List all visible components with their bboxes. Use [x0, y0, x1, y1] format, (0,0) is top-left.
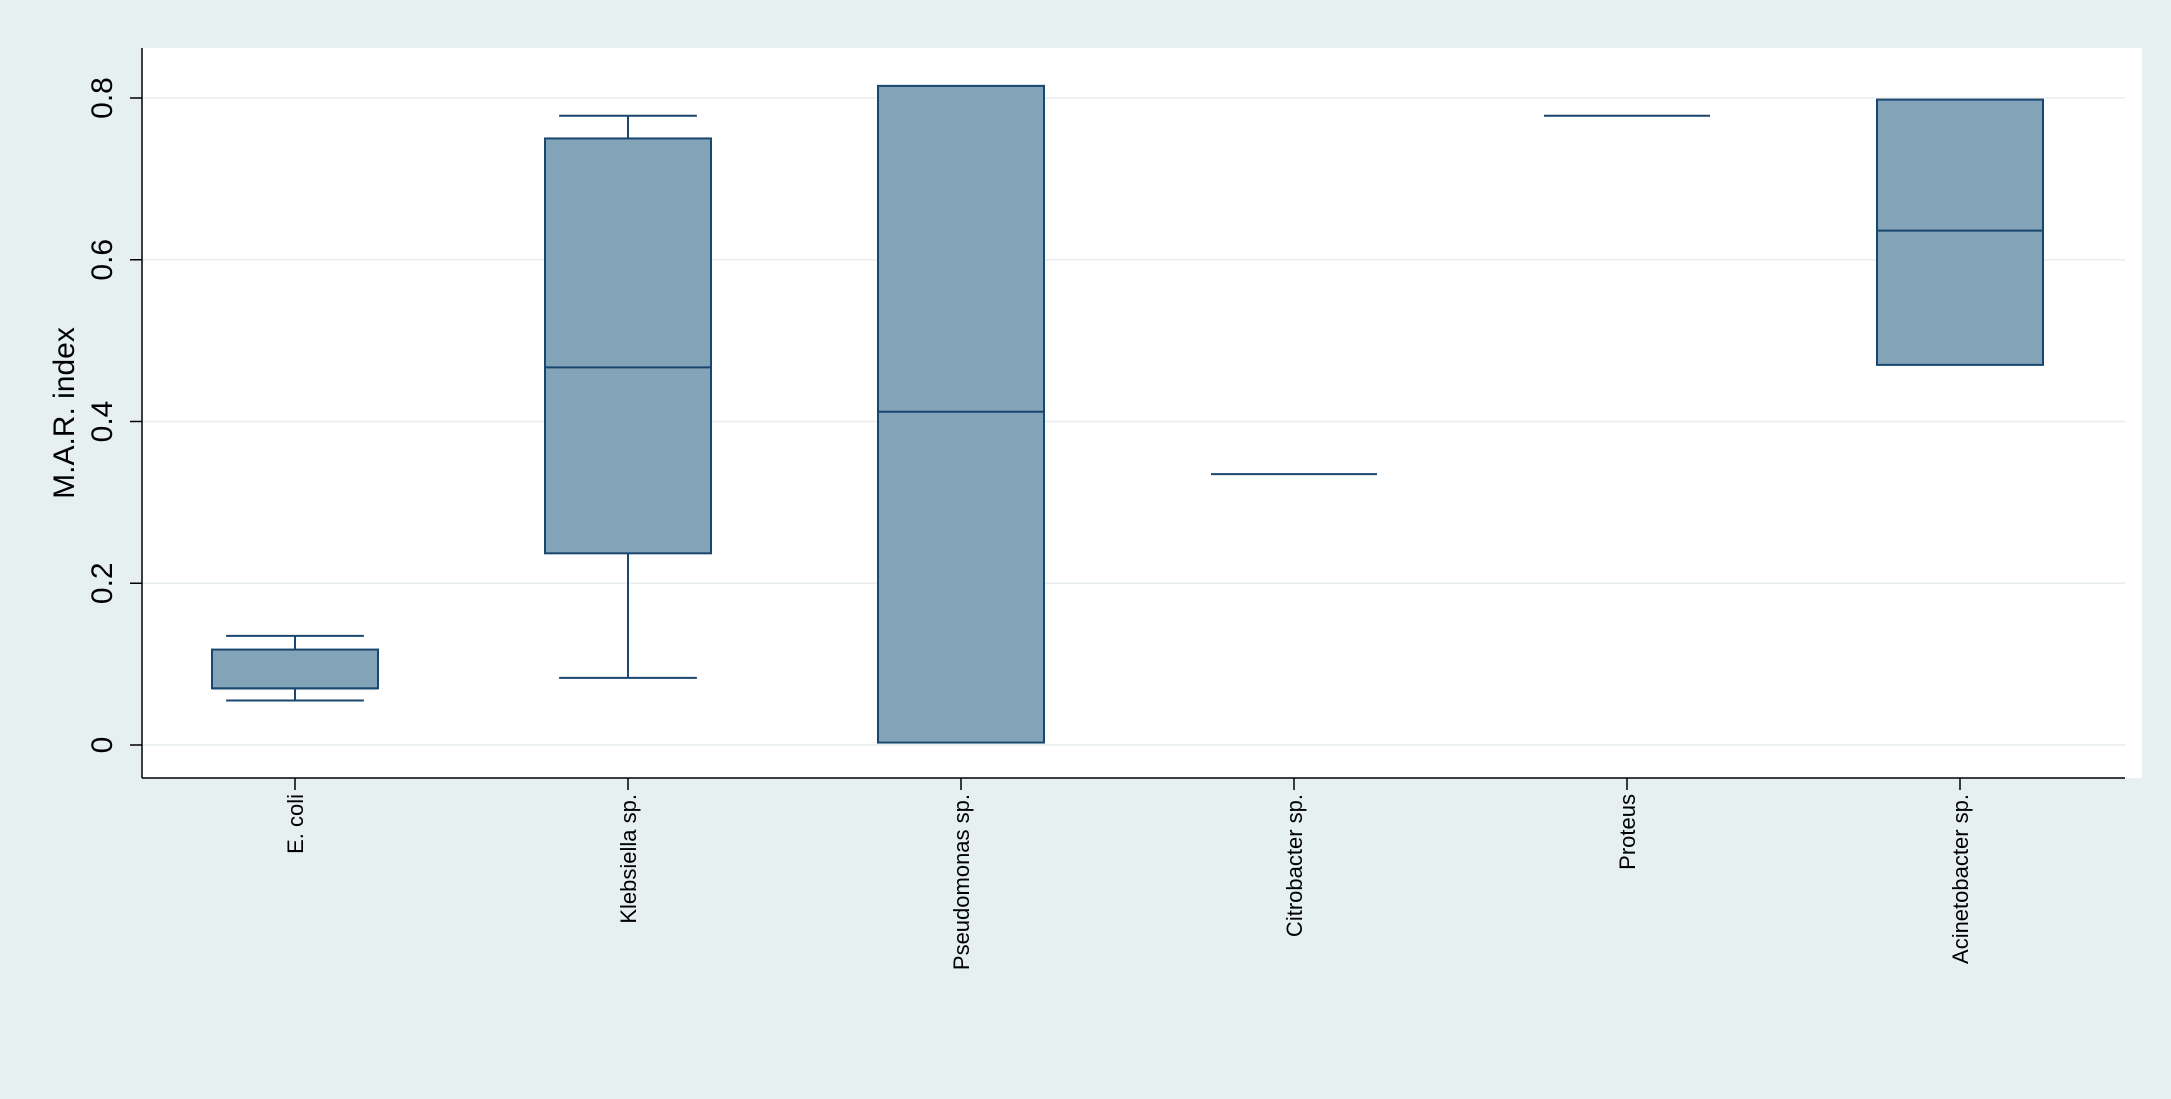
box-body [877, 84, 1045, 744]
box-body [544, 137, 712, 555]
plot-area [142, 48, 2142, 778]
y-tick-label: 0 [86, 737, 119, 754]
box-klebsiella-sp [544, 114, 712, 679]
box-body [211, 648, 379, 690]
y-tick-label: 0.6 [86, 239, 119, 281]
y-tick-label: 0.2 [86, 562, 119, 604]
box-e-coli [211, 634, 379, 702]
grid-lines [142, 97, 2125, 746]
x-tick-label: E. coli [283, 794, 308, 854]
y-axis-title: M.A.R. index [48, 327, 81, 499]
x-tick-label: Acinetobacter sp. [1948, 794, 1973, 964]
y-axis-ticks: 0 0.2 0.4 0.6 0.8 [86, 77, 142, 753]
box-body [1876, 98, 2044, 366]
y-tick-label: 0.8 [86, 77, 119, 119]
box-pseudomonas-sp [877, 84, 1045, 744]
x-tick-label: Citrobacter sp. [1282, 794, 1307, 937]
x-tick-label: Pseudomonas sp. [949, 794, 974, 970]
y-tick-label: 0.4 [86, 401, 119, 443]
x-axis-ticks: E. coli Klebsiella sp. Pseudomonas sp. Citr… [283, 778, 1973, 970]
box-acinetobacter-sp [1876, 98, 2044, 366]
x-tick-label: Proteus [1615, 794, 1640, 870]
box-series [211, 84, 2044, 744]
x-tick-label: Klebsiella sp. [616, 794, 641, 924]
